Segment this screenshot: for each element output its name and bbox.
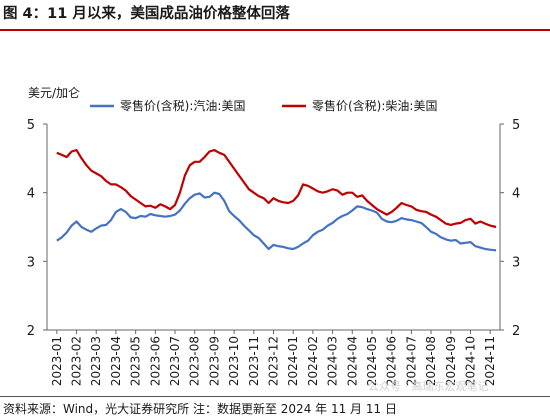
x-tick-label: 2023-12 [267,336,281,386]
x-tick-label: 2024-03 [326,336,340,386]
series-line-1 [56,191,497,252]
y-tick-label-right: 3 [512,255,520,270]
x-tick-label: 2024-09 [444,336,458,386]
legend-label: 零售价(含税):汽油:美国 [120,98,245,113]
y-tick-label-left: 4 [27,187,35,202]
figure-title: 图 4：11 月以来，美国成品油价格整体回落 [3,6,290,22]
x-tick-label: 2023-05 [129,336,143,386]
x-tick-label: 2024-04 [345,336,359,386]
x-tick-label: 2024-08 [424,336,438,386]
x-tick-label: 2023-03 [89,336,103,386]
x-tick-label: 2024-06 [385,336,399,386]
y-tick-label-right: 5 [512,118,520,133]
watermark: 公众号 · 高瑞东宏观笔记 [368,380,489,393]
x-tick-label: 2024-07 [404,336,418,386]
source-note: 资料来源：Wind，光大证券研究所 注：数据更新至 2024 年 11 月 11… [3,402,397,416]
title-divider [0,29,550,31]
x-tick-label: 2023-11 [247,336,261,386]
chart-series [56,149,497,252]
chart-legend: 零售价(含税):汽油:美国 零售价(含税):柴油:美国 [90,98,437,113]
source-divider [0,396,550,397]
x-tick-label: 2023-10 [227,336,241,386]
x-tick-label: 2024-02 [306,336,320,386]
x-tick-label: 2023-07 [168,336,182,386]
y-tick-label-left: 5 [27,118,35,133]
x-tick-label: 2023-02 [70,336,84,386]
x-tick-label: 2023-01 [50,336,64,386]
x-tick-label: 2023-08 [188,336,202,386]
x-tick-label: 2024-05 [365,336,379,386]
y-tick-label-left: 2 [27,324,35,339]
x-tick-label: 2024-11 [483,336,497,386]
legend-label: 零售价(含税):柴油:美国 [312,98,437,113]
y-tick-label-left: 3 [27,255,35,270]
y-tick-label-right: 4 [512,187,520,202]
x-tick-label: 2024-10 [463,336,477,386]
x-tick-label: 2024-01 [286,336,300,386]
y-axis-label: 美元/加仑 [28,86,80,100]
y-tick-label-right: 2 [512,324,520,339]
x-tick-label: 2023-04 [109,336,123,386]
x-tick-label: 2023-06 [148,336,162,386]
series-line-2 [56,149,497,229]
x-tick-label: 2023-09 [207,336,221,386]
chart-axes: 2 2 3 3 4 4 5 5 美元/加仑 2023-01 2023-02 2023-03 2023-0… [27,86,521,386]
